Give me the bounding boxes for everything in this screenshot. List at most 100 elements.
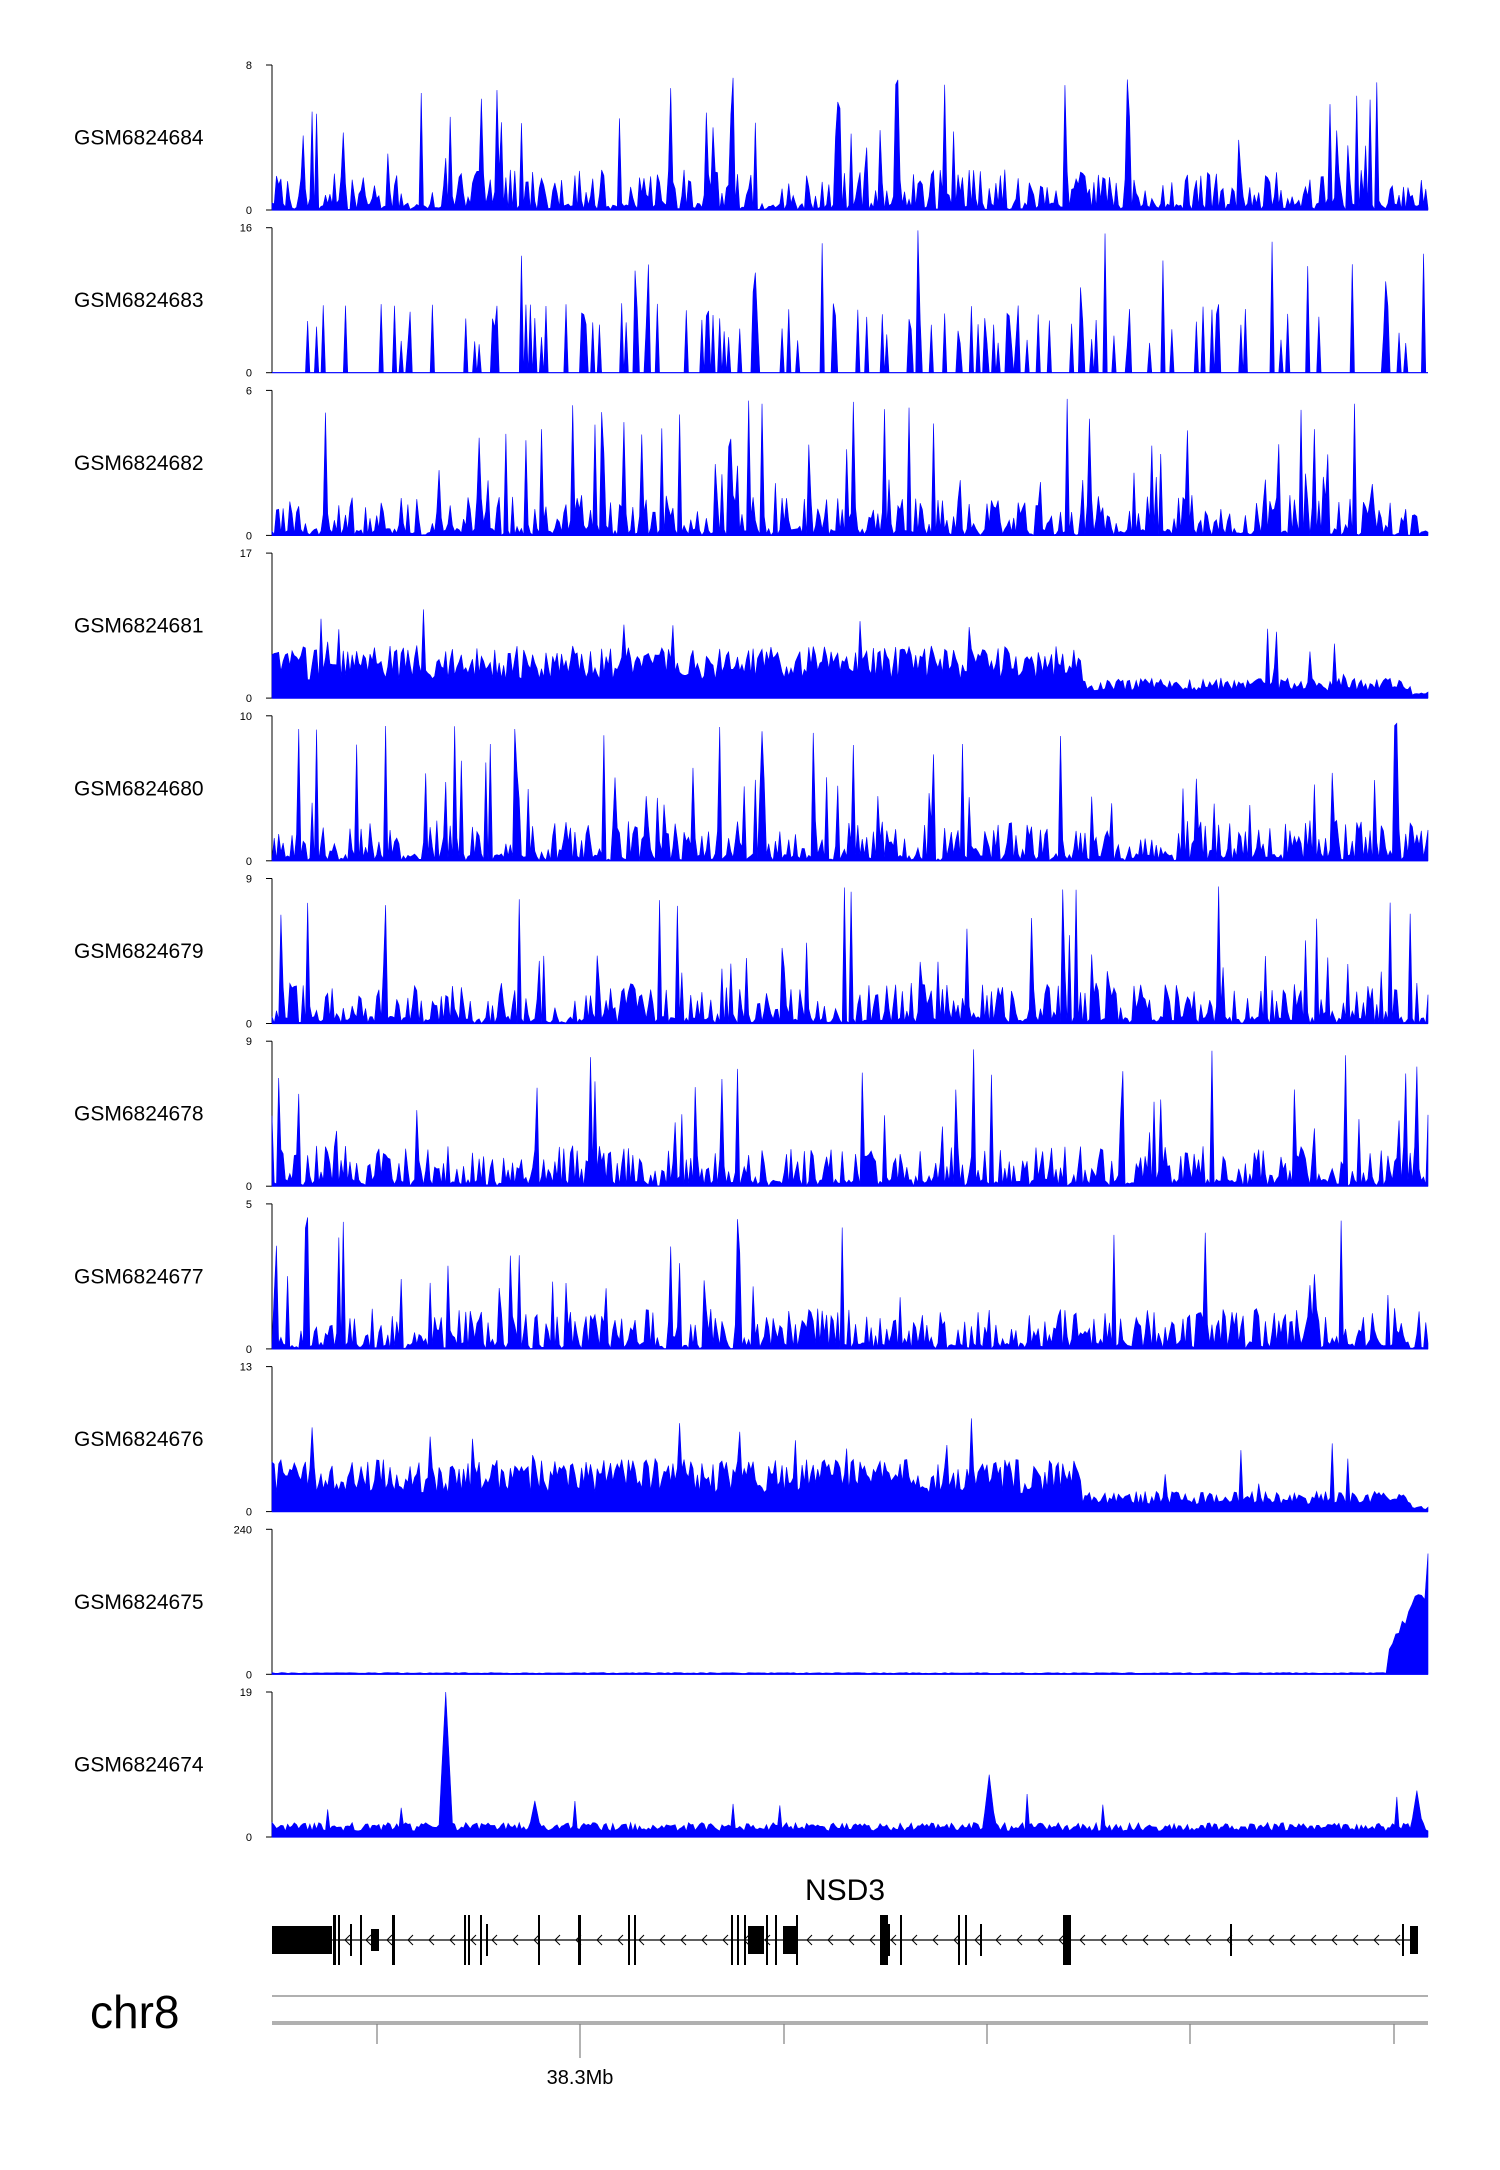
y-axis-min-label: 0	[246, 530, 252, 542]
strand-chevron	[407, 1934, 414, 1946]
track-GSM6824680: GSM6824680 10 0	[74, 711, 1429, 868]
strand-chevron	[1352, 1934, 1359, 1946]
track-label: GSM6824684	[74, 127, 204, 150]
gene-exon	[1402, 1924, 1404, 1956]
signal-area	[271, 1049, 1429, 1188]
strand-chevron	[1037, 1934, 1044, 1946]
chromosome-label: chr8	[90, 1986, 179, 2038]
strand-chevron	[680, 1934, 687, 1946]
strand-arrows	[344, 1934, 1401, 1946]
gene-exon	[338, 1915, 340, 1965]
signal-area	[272, 230, 1428, 373]
gene-exon	[880, 1915, 888, 1965]
track-GSM6824675: GSM6824675 240 0	[74, 1524, 1429, 1681]
gene-exon	[360, 1915, 362, 1965]
gene-exon	[1063, 1915, 1071, 1965]
strand-chevron	[449, 1934, 456, 1946]
track-label: GSM6824678	[74, 1103, 204, 1126]
gene-exon	[888, 1924, 890, 1956]
strand-chevron	[1079, 1934, 1086, 1946]
strand-chevron	[491, 1934, 498, 1946]
strand-chevron	[806, 1934, 813, 1946]
signal-area	[271, 77, 1429, 211]
track-label: GSM6824674	[74, 1754, 204, 1777]
strand-chevron	[1100, 1934, 1107, 1946]
signal-area	[271, 1691, 1429, 1838]
y-axis-min-label: 0	[246, 368, 252, 380]
y-axis-min-label: 0	[246, 1019, 252, 1031]
strand-chevron	[890, 1934, 897, 1946]
gene-exon	[958, 1915, 960, 1965]
ruler-tick-label: 38.3Mb	[547, 2067, 614, 2089]
track-GSM6824679: GSM6824679 9 0	[74, 874, 1429, 1031]
signal-area	[271, 886, 1429, 1025]
strand-chevron	[554, 1934, 561, 1946]
gene-exon	[744, 1915, 746, 1965]
signal-tracks: GSM682468480GSM6824683160GSM682468260GSM…	[74, 60, 1429, 1844]
gene-exon	[350, 1924, 352, 1956]
gene-exon	[628, 1915, 630, 1965]
strand-chevron	[1331, 1934, 1338, 1946]
signal-area	[271, 722, 1429, 862]
gene-exon	[1410, 1926, 1418, 1954]
track-label: GSM6824682	[74, 452, 204, 475]
strand-chevron	[1247, 1934, 1254, 1946]
signal-area	[271, 1418, 1429, 1512]
track-GSM6824681: GSM6824681 17 0	[74, 548, 1429, 705]
gene-exon	[486, 1924, 488, 1956]
track-label: GSM6824677	[74, 1265, 204, 1288]
y-axis-max-label: 240	[234, 1524, 252, 1536]
strand-chevron	[764, 1934, 771, 1946]
strand-chevron	[785, 1934, 792, 1946]
gene-exon	[464, 1915, 466, 1965]
strand-chevron	[1373, 1934, 1380, 1946]
gene-exon	[775, 1915, 777, 1965]
strand-chevron	[1268, 1934, 1275, 1946]
strand-chevron	[701, 1934, 708, 1946]
gene-exons	[272, 1915, 1418, 1965]
y-axis-max-label: 19	[240, 1687, 252, 1699]
gene-exon	[538, 1915, 540, 1965]
strand-chevron	[869, 1934, 876, 1946]
y-axis-min-label: 0	[246, 856, 252, 868]
y-axis-min-label: 0	[246, 205, 252, 217]
strand-chevron	[1142, 1934, 1149, 1946]
gene-exon	[980, 1924, 982, 1956]
gene-exon	[737, 1915, 739, 1965]
strand-chevron	[533, 1934, 540, 1946]
track-GSM6824682: GSM6824682 6 0	[74, 385, 1429, 542]
chromosome-ideogram: chr8	[90, 1986, 1428, 2038]
gene-exon	[468, 1915, 470, 1965]
strand-chevron	[1121, 1934, 1128, 1946]
track-label: GSM6824676	[74, 1428, 204, 1451]
track-label: GSM6824679	[74, 940, 204, 963]
gene-exon	[371, 1929, 379, 1951]
strand-chevron	[428, 1934, 435, 1946]
gene-exon	[1230, 1924, 1232, 1956]
track-GSM6824677: GSM6824677 5 0	[74, 1199, 1429, 1356]
strand-chevron	[848, 1934, 855, 1946]
gene-exon	[578, 1915, 581, 1965]
y-axis-max-label: 13	[240, 1362, 252, 1374]
y-axis-min-label: 0	[246, 1669, 252, 1681]
track-GSM6824678: GSM6824678 9 0	[74, 1036, 1429, 1193]
strand-chevron	[617, 1934, 624, 1946]
gene-exon	[731, 1915, 733, 1965]
gene-exon	[392, 1915, 395, 1965]
y-axis-max-label: 9	[246, 1036, 252, 1048]
y-axis-min-label: 0	[246, 1832, 252, 1844]
strand-chevron	[638, 1934, 645, 1946]
strand-chevron	[1289, 1934, 1296, 1946]
strand-chevron	[512, 1934, 519, 1946]
strand-chevron	[953, 1934, 960, 1946]
strand-chevron	[1310, 1934, 1317, 1946]
strand-chevron	[743, 1934, 750, 1946]
track-label: GSM6824675	[74, 1591, 204, 1614]
y-axis-max-label: 6	[246, 385, 252, 397]
gene-exon	[900, 1915, 902, 1965]
gene-exon	[783, 1926, 796, 1954]
y-axis-min-label: 0	[246, 1344, 252, 1356]
gene-label: NSD3	[805, 1874, 885, 1907]
gene-exon	[965, 1915, 967, 1965]
